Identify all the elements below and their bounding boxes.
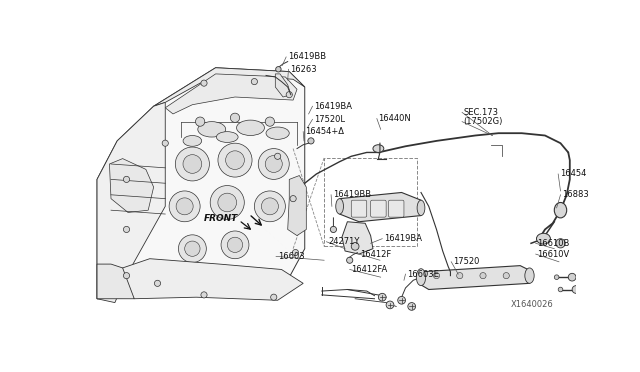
Ellipse shape: [336, 199, 344, 214]
Ellipse shape: [198, 122, 226, 137]
Polygon shape: [97, 68, 305, 299]
Text: 16412FA: 16412FA: [351, 265, 387, 274]
Circle shape: [556, 239, 565, 248]
Text: 24271Y: 24271Y: [328, 237, 360, 246]
Circle shape: [176, 198, 193, 215]
Circle shape: [397, 296, 406, 304]
Ellipse shape: [417, 269, 426, 286]
Circle shape: [276, 67, 281, 72]
Circle shape: [175, 147, 209, 181]
Text: 16610B: 16610B: [537, 239, 570, 248]
Text: 16610V: 16610V: [537, 250, 570, 259]
Text: 17520L: 17520L: [314, 115, 345, 124]
Polygon shape: [288, 176, 307, 235]
Text: (17502G): (17502G): [463, 117, 503, 126]
Circle shape: [254, 191, 285, 222]
Text: 17520: 17520: [452, 257, 479, 266]
Circle shape: [572, 286, 580, 294]
Ellipse shape: [183, 135, 202, 146]
Ellipse shape: [373, 145, 384, 153]
Circle shape: [330, 226, 337, 232]
Text: SEC.173: SEC.173: [463, 108, 499, 117]
Circle shape: [433, 273, 440, 279]
Text: 16419BB: 16419BB: [288, 52, 326, 61]
Text: 16419BB: 16419BB: [333, 190, 371, 199]
Circle shape: [503, 273, 509, 279]
FancyBboxPatch shape: [388, 200, 404, 217]
Circle shape: [457, 273, 463, 279]
Polygon shape: [97, 102, 165, 302]
Circle shape: [226, 151, 244, 170]
Circle shape: [201, 292, 207, 298]
Text: 16419BA: 16419BA: [314, 102, 352, 111]
Circle shape: [218, 143, 252, 177]
Text: 16603E: 16603E: [407, 270, 439, 279]
Ellipse shape: [536, 233, 550, 244]
Circle shape: [351, 243, 359, 250]
Circle shape: [292, 250, 298, 256]
Circle shape: [259, 148, 289, 179]
Circle shape: [124, 226, 129, 232]
Text: 16454: 16454: [560, 170, 586, 179]
Circle shape: [568, 273, 576, 281]
Polygon shape: [340, 192, 421, 222]
Circle shape: [271, 294, 277, 300]
Polygon shape: [109, 158, 154, 212]
Ellipse shape: [216, 132, 238, 142]
Circle shape: [558, 287, 563, 292]
Text: 16603: 16603: [278, 252, 304, 261]
Circle shape: [290, 196, 296, 202]
Circle shape: [230, 113, 239, 122]
Polygon shape: [342, 222, 373, 254]
Circle shape: [265, 117, 275, 126]
Circle shape: [210, 186, 244, 219]
Text: 16412F: 16412F: [360, 250, 392, 259]
FancyBboxPatch shape: [351, 200, 367, 217]
Text: 16440N: 16440N: [378, 114, 411, 123]
Text: 16454+Δ: 16454+Δ: [305, 127, 344, 136]
Ellipse shape: [237, 120, 264, 135]
Circle shape: [124, 176, 129, 183]
Polygon shape: [275, 74, 291, 97]
Polygon shape: [97, 264, 134, 299]
Circle shape: [124, 273, 129, 279]
Circle shape: [221, 231, 249, 259]
Circle shape: [554, 275, 559, 279]
Polygon shape: [421, 266, 529, 289]
Polygon shape: [154, 68, 305, 106]
Circle shape: [308, 138, 314, 144]
Text: 16263: 16263: [290, 65, 317, 74]
Circle shape: [227, 237, 243, 253]
Polygon shape: [165, 74, 297, 114]
Text: FRONT: FRONT: [204, 214, 238, 223]
Circle shape: [408, 302, 415, 310]
Circle shape: [179, 235, 206, 263]
FancyBboxPatch shape: [371, 200, 386, 217]
Circle shape: [480, 273, 486, 279]
Polygon shape: [123, 259, 303, 300]
Circle shape: [169, 191, 200, 222]
Circle shape: [185, 241, 200, 256]
Circle shape: [386, 301, 394, 309]
Circle shape: [265, 155, 282, 173]
Ellipse shape: [554, 202, 566, 218]
Text: 16883: 16883: [562, 190, 589, 199]
Circle shape: [201, 80, 207, 86]
Circle shape: [261, 198, 278, 215]
Ellipse shape: [417, 200, 425, 216]
Circle shape: [183, 155, 202, 173]
Circle shape: [154, 280, 161, 286]
Ellipse shape: [525, 268, 534, 283]
Circle shape: [275, 153, 281, 159]
Circle shape: [252, 78, 257, 85]
Circle shape: [195, 117, 205, 126]
Circle shape: [347, 257, 353, 263]
Circle shape: [218, 193, 237, 212]
Circle shape: [286, 92, 292, 98]
Circle shape: [378, 294, 386, 301]
Circle shape: [162, 140, 168, 146]
Text: 16419BA: 16419BA: [384, 234, 422, 243]
Ellipse shape: [266, 127, 289, 140]
Text: X1640026: X1640026: [511, 301, 554, 310]
